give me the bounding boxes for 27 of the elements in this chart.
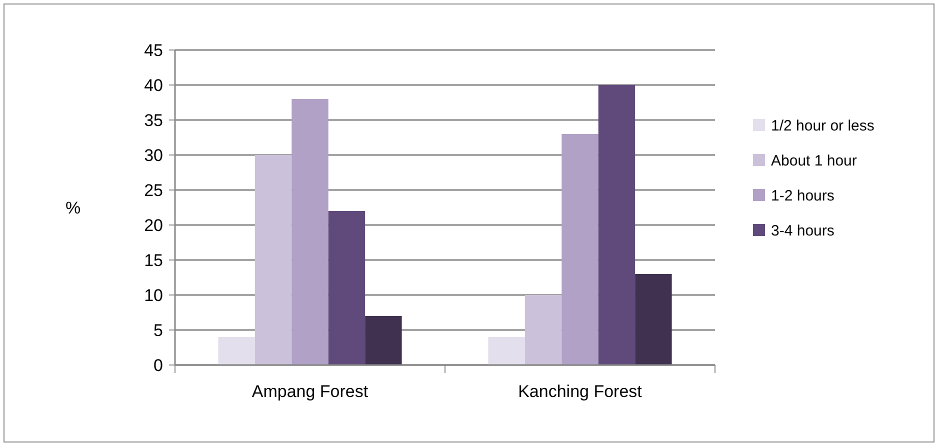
y-tick-label: 45 (144, 40, 163, 60)
bar (328, 211, 366, 365)
x-tick-label: Kanching Forest (518, 382, 642, 401)
bar (524, 295, 562, 365)
y-tick-label: 5 (154, 320, 163, 340)
bar (598, 85, 636, 365)
legend-label: About 1 hour (771, 152, 857, 170)
bar (254, 155, 292, 365)
legend-label: 1/2 hour or less (771, 117, 874, 134)
bar (635, 274, 672, 365)
x-tick-label: Ampang Forest (252, 382, 368, 401)
bar (488, 337, 525, 365)
y-tick-label: 35 (144, 110, 163, 130)
y-tick-label: 15 (144, 250, 163, 270)
y-tick-label: 40 (144, 76, 163, 95)
y-tick-label: 25 (144, 180, 163, 200)
bar (365, 316, 402, 365)
y-axis-title: % (65, 198, 81, 218)
legend-label: 1-2 hours (771, 187, 834, 204)
y-tick-label: 20 (144, 216, 163, 235)
y-tick-label: 30 (144, 146, 163, 165)
bar (218, 337, 255, 365)
bar (562, 134, 598, 365)
y-tick-label: 10 (144, 286, 163, 305)
y-tick-label: 0 (154, 356, 163, 375)
bar (292, 99, 328, 365)
legend-label: 3-4 hours (771, 222, 834, 240)
